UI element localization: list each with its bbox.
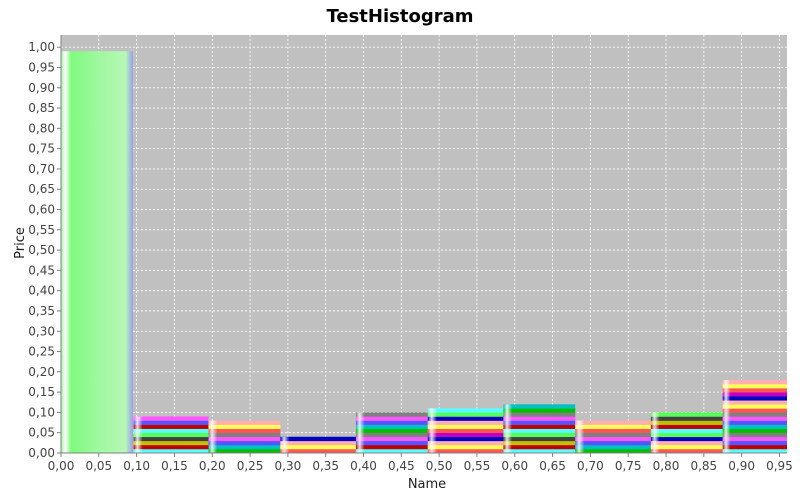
x-tick-label: 0,10 — [123, 459, 150, 473]
x-tick-label: 0,65 — [539, 459, 566, 473]
y-tick-label: 0,25 — [28, 345, 55, 359]
bar-highlight — [280, 436, 356, 453]
bar-highlight — [503, 404, 576, 453]
y-tick-label: 1,00 — [28, 40, 55, 54]
y-tick-label: 0,45 — [28, 263, 55, 277]
y-tick-label: 0,60 — [28, 203, 55, 217]
x-tick-label: 0,55 — [464, 459, 491, 473]
histogram-bar — [280, 436, 356, 454]
bar-highlight — [133, 416, 209, 453]
y-axis-label: Price — [13, 227, 28, 259]
x-tick-label: 0,70 — [577, 459, 604, 473]
histogram-bar — [427, 408, 504, 454]
y-tick-label: 0,05 — [28, 426, 55, 440]
grid-lines — [60, 35, 787, 454]
x-tick-label: 0,35 — [312, 459, 339, 473]
y-tick-label: 0,95 — [28, 60, 55, 74]
y-tick-label: 0,35 — [28, 304, 55, 318]
y-tick-label: 0,80 — [28, 121, 55, 135]
x-tick-label: 0,40 — [350, 459, 377, 473]
x-tick-label: 0,75 — [615, 459, 642, 473]
x-tick-label: 0,85 — [690, 459, 717, 473]
histogram-bar — [650, 412, 723, 454]
histogram-bar — [722, 379, 787, 454]
bar-highlight — [722, 379, 787, 453]
chart-title: TestHistogram — [327, 6, 474, 27]
y-tick-label: 0,75 — [28, 142, 55, 156]
y-tick-labels: 0,00 0,05 0,10 0,15 0,20 0,25 0,30 0,35 0,40 0,45… — [28, 40, 61, 460]
y-tick-label: 0,15 — [28, 385, 55, 399]
histogram-bar — [208, 420, 281, 454]
y-tick-label: 0,65 — [28, 182, 55, 196]
x-tick-label: 0,60 — [501, 459, 528, 473]
x-tick-label: 0,95 — [766, 459, 793, 473]
y-tick-label: 0,50 — [28, 243, 55, 257]
y-tick-label: 0,00 — [28, 446, 55, 460]
x-tick-label: 0,30 — [275, 459, 302, 473]
x-tick-label: 0,50 — [426, 459, 453, 473]
x-tick-label: 0,15 — [161, 459, 188, 473]
y-tick-label: 0,85 — [28, 101, 55, 115]
histogram-bar — [133, 416, 209, 454]
y-tick-label: 0,90 — [28, 81, 55, 95]
x-tick-label: 0,05 — [85, 459, 112, 473]
y-tick-label: 0,40 — [28, 284, 55, 298]
x-tick-label: 0,20 — [199, 459, 226, 473]
x-tick-label: 0,80 — [653, 459, 680, 473]
y-tick-label: 0,30 — [28, 324, 55, 338]
bar-highlight — [650, 412, 723, 453]
bar-highlight — [355, 412, 428, 453]
bar-highlight — [427, 408, 504, 453]
x-tick-labels: 0,00 0,05 0,10 0,15 0,20 0,25 0,30 0,35 0,40 0,45… — [48, 453, 793, 473]
x-tick-label: 0,25 — [237, 459, 264, 473]
histogram-bar — [503, 404, 576, 454]
bars-group — [61, 51, 787, 454]
y-tick-label: 0,70 — [28, 162, 55, 176]
x-tick-label: 0,00 — [48, 459, 75, 473]
y-tick-label: 0,55 — [28, 223, 55, 237]
x-tick-label: 0,45 — [388, 459, 415, 473]
x-axis-label: Name — [408, 477, 446, 492]
bar-fill — [61, 51, 133, 454]
histogram-bar — [575, 420, 651, 454]
y-tick-label: 0,10 — [28, 405, 55, 419]
histogram-bar — [355, 412, 428, 454]
histogram-bar — [61, 51, 133, 454]
y-tick-label: 0,20 — [28, 365, 55, 379]
bar-highlight — [208, 420, 281, 453]
x-tick-label: 0,90 — [728, 459, 755, 473]
plot-area — [61, 35, 787, 453]
bar-highlight — [575, 420, 651, 453]
